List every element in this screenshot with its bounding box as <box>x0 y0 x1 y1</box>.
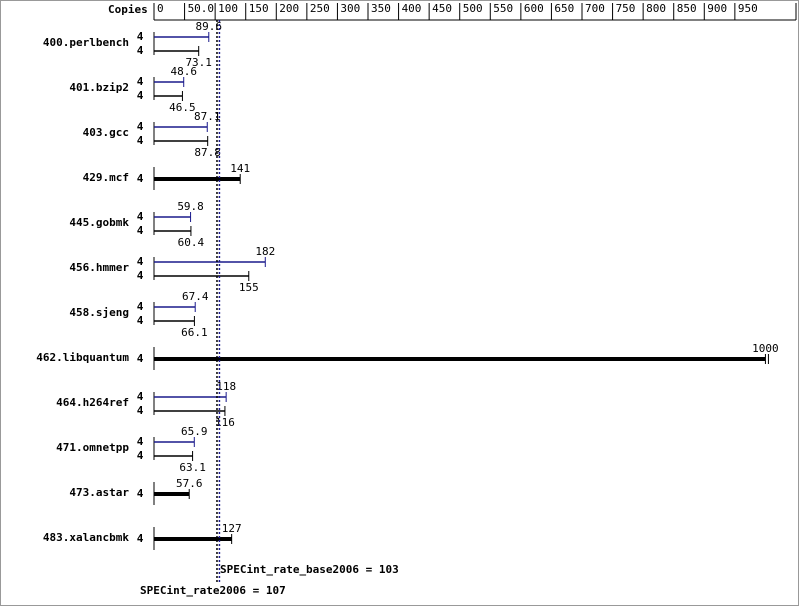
category-label: 458.sjeng <box>69 306 129 319</box>
x-tick-label: 200 <box>279 2 299 15</box>
x-tick-label: 450 <box>432 2 452 15</box>
copies-label: 4 <box>137 75 144 88</box>
x-tick-label: 900 <box>707 2 727 15</box>
x-tick-label: 500 <box>463 2 483 15</box>
copies-label: 4 <box>137 300 144 313</box>
copies-label: 4 <box>137 532 144 545</box>
x-tick-label: 750 <box>616 2 636 15</box>
category-label: 429.mcf <box>83 171 129 184</box>
reference-label: SPECint_rate_base2006 = 103 <box>220 563 399 576</box>
copies-label: 4 <box>137 120 144 133</box>
category-label: 464.h264ref <box>56 396 129 409</box>
reference-label: SPECint_rate2006 = 107 <box>140 584 286 597</box>
copies-label: 4 <box>137 404 144 417</box>
x-tick-label: 350 <box>371 2 391 15</box>
value-label: 57.6 <box>176 477 203 490</box>
value-label: 116 <box>215 416 235 429</box>
value-label: 67.4 <box>182 290 209 303</box>
value-label: 141 <box>230 162 250 175</box>
x-tick-label: 650 <box>554 2 574 15</box>
copies-header: Copies <box>108 3 148 16</box>
copies-label: 4 <box>137 314 144 327</box>
value-label: 48.6 <box>170 65 197 78</box>
x-tick-label: 550 <box>493 2 513 15</box>
x-tick-label: 300 <box>340 2 360 15</box>
value-label: 89.6 <box>196 20 223 33</box>
x-tick-label: 700 <box>585 2 605 15</box>
x-tick-label: 800 <box>646 2 666 15</box>
copies-label: 4 <box>137 210 144 223</box>
value-label: 182 <box>255 245 275 258</box>
value-label: 60.4 <box>178 236 205 249</box>
x-tick-label: 150 <box>249 2 269 15</box>
copies-label: 4 <box>137 390 144 403</box>
x-tick-label: 50.0 <box>188 2 215 15</box>
copies-label: 4 <box>137 224 144 237</box>
category-label: 471.omnetpp <box>56 441 129 454</box>
copies-label: 4 <box>137 449 144 462</box>
x-tick-label: 850 <box>677 2 697 15</box>
category-label: 403.gcc <box>83 126 129 139</box>
category-label: 473.astar <box>69 486 129 499</box>
copies-label: 4 <box>137 172 144 185</box>
copies-label: 4 <box>137 435 144 448</box>
copies-label: 4 <box>137 89 144 102</box>
value-label: 63.1 <box>179 461 206 474</box>
value-label: 1000 <box>752 342 779 355</box>
value-label: 87.1 <box>194 110 221 123</box>
category-label: 456.hmmer <box>69 261 129 274</box>
copies-label: 4 <box>137 134 144 147</box>
category-label: 462.libquantum <box>36 351 129 364</box>
copies-label: 4 <box>137 255 144 268</box>
category-label: 401.bzip2 <box>69 81 129 94</box>
x-tick-label: 0 <box>157 2 164 15</box>
value-label: 87.8 <box>194 146 221 159</box>
category-label: 400.perlbench <box>43 36 129 49</box>
copies-label: 4 <box>137 44 144 57</box>
copies-label: 4 <box>137 352 144 365</box>
value-label: 155 <box>239 281 259 294</box>
x-tick-label: 100 <box>218 2 238 15</box>
value-label: 65.9 <box>181 425 208 438</box>
category-label: 445.gobmk <box>69 216 129 229</box>
value-label: 127 <box>222 522 242 535</box>
value-label: 59.8 <box>177 200 204 213</box>
copies-label: 4 <box>137 487 144 500</box>
value-label: 118 <box>216 380 236 393</box>
x-tick-label: 950 <box>738 2 758 15</box>
copies-label: 4 <box>137 30 144 43</box>
category-label: 483.xalancbmk <box>43 531 129 544</box>
copies-label: 4 <box>137 269 144 282</box>
value-label: 46.5 <box>169 101 196 114</box>
value-label: 66.1 <box>181 326 208 339</box>
x-tick-label: 250 <box>310 2 330 15</box>
x-tick-label: 400 <box>402 2 422 15</box>
x-tick-label: 600 <box>524 2 544 15</box>
value-label: 73.1 <box>185 56 212 69</box>
